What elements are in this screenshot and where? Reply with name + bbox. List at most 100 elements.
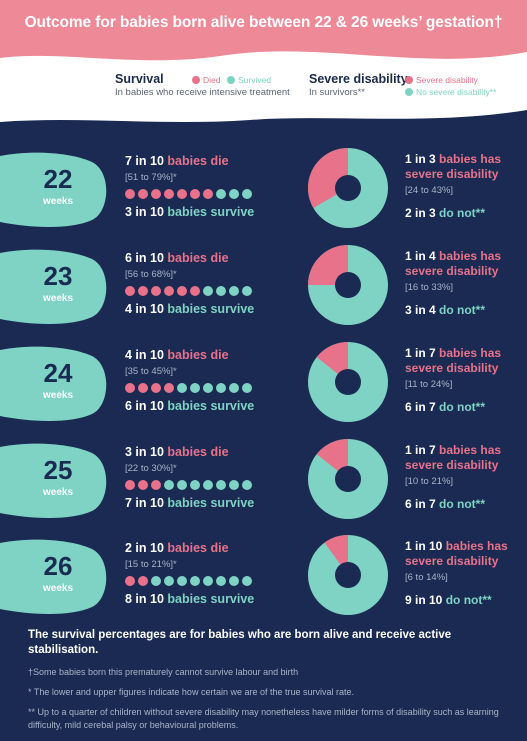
disability-label-b: severe disability — [405, 360, 499, 375]
donut-hole — [335, 369, 361, 395]
week-label: weeks — [42, 196, 74, 207]
died-dot-icon — [192, 76, 200, 84]
died-count: 3 in 10 — [125, 445, 164, 459]
died-dot — [125, 576, 135, 586]
page-title: Outcome for babies born alive between 22… — [24, 14, 503, 31]
survived-dot — [242, 286, 252, 296]
survived-count: 6 in 10 — [125, 399, 164, 413]
week-number: 24 — [43, 358, 73, 388]
donut-hole — [335, 466, 361, 492]
survived-dot — [216, 383, 226, 393]
no-disability-text: 2 in 3 do not** — [405, 206, 485, 220]
died-dot — [138, 189, 148, 199]
week-badge: 26 weeks — [0, 539, 110, 614]
died-dot — [138, 480, 148, 490]
survived-dot — [216, 286, 226, 296]
footer-main-text: The survival percentages are for babies … — [28, 629, 452, 656]
disability-label-b: severe disability — [405, 263, 499, 278]
survived-label: babies survive — [167, 302, 255, 316]
disability-label-a: babies has — [439, 152, 502, 166]
no-disability-count: 6 in 7 — [405, 497, 436, 511]
footnote-double-asterisk: ** Up to a quarter of children without s… — [28, 707, 499, 730]
died-dot — [164, 383, 174, 393]
survived-text: 4 in 10 babies survive — [125, 302, 254, 316]
panel-top-wave — [0, 110, 527, 122]
week-row: 26 weeks 2 in 10 babies die [15 to 21%]* 8 i… — [0, 531, 527, 621]
no-disability-label: do not** — [439, 497, 486, 511]
week-row: 23 weeks 6 in 10 babies die [56 to 68%]* 4 i… — [0, 241, 527, 331]
donut-hole — [335, 175, 361, 201]
disability-label-b: severe disability — [405, 553, 499, 568]
survived-dot — [229, 480, 239, 490]
outcome-dots — [125, 576, 252, 586]
disability-label-b: severe disability — [405, 457, 499, 472]
survived-dot — [203, 576, 213, 586]
disability-count: 1 in 7 — [405, 443, 436, 457]
survived-dot — [229, 576, 239, 586]
chart-panel: 22 weeks 7 in 10 babies die [51 to 79%]* 3 i… — [0, 110, 527, 741]
died-dot — [164, 286, 174, 296]
disability-label-b: severe disability — [405, 166, 499, 181]
week-number: 22 — [43, 164, 73, 194]
died-label: babies die — [167, 541, 229, 555]
no-disability-text: 6 in 7 do not** — [405, 400, 485, 414]
died-label: babies die — [167, 251, 229, 265]
header-banner: Outcome for babies born alive between 22… — [0, 0, 527, 70]
legend-severe-label: Severe disability — [416, 75, 478, 85]
died-dot — [125, 286, 135, 296]
week-label: weeks — [42, 390, 74, 401]
week-blob-shape — [0, 249, 107, 324]
survived-count: 3 in 10 — [125, 205, 164, 219]
disability-text: 1 in 10 babies has severe disability — [405, 539, 525, 568]
disability-text: 1 in 7 babies has severe disability — [405, 346, 525, 375]
died-text: 6 in 10 babies die — [125, 251, 229, 265]
disability-range: [6 to 14%] — [405, 572, 448, 583]
header-wave-bg — [0, 0, 527, 61]
no-disability-text: 3 in 4 do not** — [405, 303, 485, 317]
week-blob-shape — [0, 346, 107, 421]
disability-label-a: babies has — [439, 346, 502, 360]
disability-donut — [308, 535, 388, 615]
no-disability-count: 3 in 4 — [405, 303, 436, 317]
died-dot — [125, 480, 135, 490]
died-count: 4 in 10 — [125, 348, 164, 362]
week-badge: 25 weeks — [0, 443, 110, 518]
disability-range: [11 to 24%] — [405, 379, 453, 390]
no-disability-label: do not** — [445, 593, 492, 607]
disability-label-a: babies has — [439, 443, 502, 457]
survived-dot — [216, 576, 226, 586]
no-disability-count: 9 in 10 — [405, 593, 443, 607]
legend-no-severe-label: No severe disability** — [416, 87, 497, 97]
disability-legend-subtitle: In survivors** — [309, 87, 365, 98]
disability-label-a: babies has — [439, 249, 502, 263]
survived-dot — [190, 480, 200, 490]
week-badge: 23 weeks — [0, 249, 110, 324]
no-disability-text: 9 in 10 do not** — [405, 593, 492, 607]
disability-text: 1 in 7 babies has severe disability — [405, 443, 525, 472]
survived-dot — [242, 189, 252, 199]
survived-dot — [203, 480, 213, 490]
disability-legend-title: Severe disability — [309, 72, 408, 86]
outcome-dots — [125, 286, 252, 296]
outcome-dots — [125, 383, 252, 393]
no-severe-dot-icon — [405, 88, 413, 96]
legend-died: Died — [192, 75, 220, 85]
survived-dot — [164, 576, 174, 586]
disability-range: [16 to 33%] — [405, 282, 454, 293]
survived-label: babies survive — [167, 592, 255, 606]
died-dot — [190, 189, 200, 199]
legend: Survival In babies who receive intensive… — [0, 70, 527, 110]
died-text: 4 in 10 babies die — [125, 348, 229, 362]
survived-text: 7 in 10 babies survive — [125, 496, 254, 510]
survived-dot — [177, 576, 187, 586]
no-disability-label: do not** — [439, 206, 486, 220]
survived-label: babies survive — [167, 496, 255, 510]
legend-died-label: Died — [203, 75, 221, 85]
donut-hole — [335, 272, 361, 298]
died-dot — [125, 383, 135, 393]
died-text: 2 in 10 babies die — [125, 541, 229, 555]
survived-dot — [164, 480, 174, 490]
week-blob-shape — [0, 539, 107, 614]
week-blob-shape — [0, 152, 107, 227]
survival-legend-subtitle: In babies who receive intensive treatmen… — [115, 87, 290, 98]
